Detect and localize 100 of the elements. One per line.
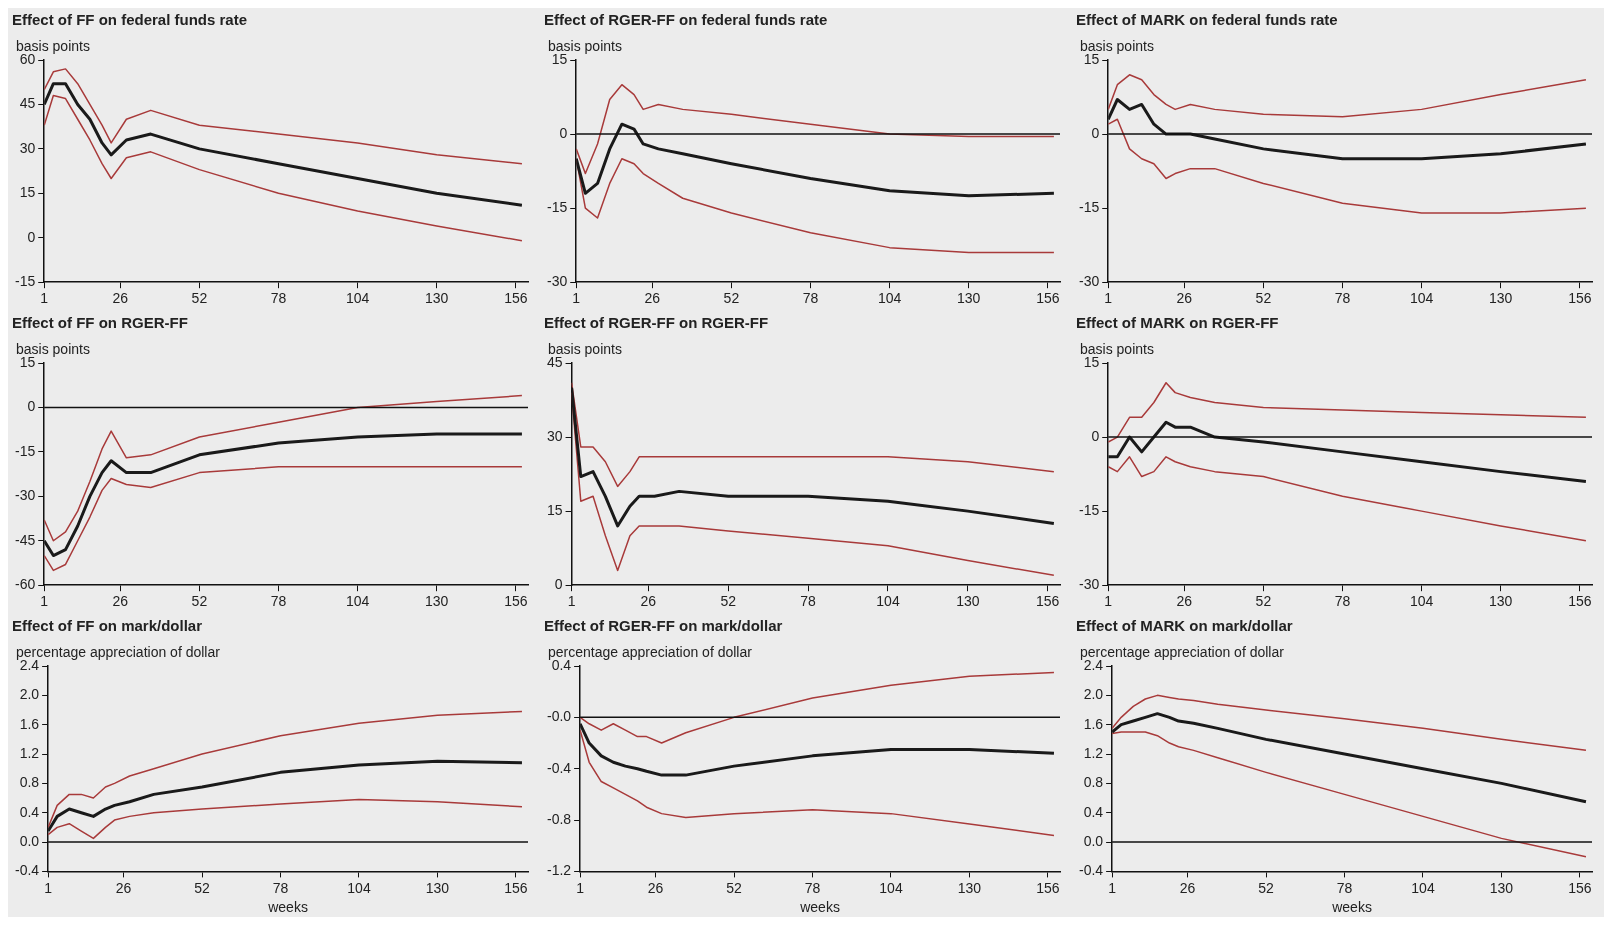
x-axis-title: weeks bbox=[799, 899, 840, 916]
chart-title: Effect of FF on mark/dollar bbox=[12, 617, 203, 635]
x-tick-label: 78 bbox=[272, 879, 289, 896]
x-tick-label: 130 bbox=[1489, 879, 1514, 896]
x-tick-label: 1 bbox=[1104, 593, 1113, 610]
y-tick-label: 0 bbox=[554, 576, 563, 593]
y-tick-label: 15 bbox=[546, 501, 563, 518]
x-tick-label: 104 bbox=[879, 879, 903, 896]
y-tick-label: 1.2 bbox=[19, 744, 40, 761]
x-tick-label: 26 bbox=[1176, 290, 1193, 307]
y-tick-label: 15 bbox=[19, 184, 36, 201]
x-tick-label: 156 bbox=[1568, 290, 1592, 307]
x-axis-title: weeks bbox=[1331, 899, 1372, 916]
x-tick-label: 156 bbox=[504, 290, 528, 307]
y-tick-label: -30 bbox=[547, 273, 568, 290]
chart-title: Effect of MARK on RGER-FF bbox=[1076, 314, 1279, 332]
x-tick-label: 78 bbox=[270, 290, 287, 307]
chart-title: Effect of MARK on federal funds rate bbox=[1076, 11, 1338, 29]
y-tick-label: 2.0 bbox=[19, 686, 40, 703]
y-tick-label: -15 bbox=[1079, 501, 1100, 518]
y-tick-label: 0.4 bbox=[1083, 803, 1104, 820]
x-tick-label: 52 bbox=[1258, 879, 1275, 896]
x-tick-label: 104 bbox=[345, 593, 370, 610]
y-tick-label: 0 bbox=[27, 228, 36, 245]
x-tick-label: 104 bbox=[877, 290, 902, 307]
y-tick-label: 1.6 bbox=[19, 715, 40, 732]
x-tick-label: 78 bbox=[1336, 879, 1353, 896]
x-tick-label: 26 bbox=[640, 593, 657, 610]
x-tick-label: 78 bbox=[270, 593, 287, 610]
x-tick-label: 26 bbox=[1179, 879, 1196, 896]
x-tick-label: 52 bbox=[191, 290, 208, 307]
x-tick-label: 1 bbox=[1104, 290, 1113, 307]
y-tick-label: -0.4 bbox=[1079, 862, 1104, 879]
y-tick-label: 0.8 bbox=[19, 774, 40, 791]
x-tick-label: 1 bbox=[44, 879, 53, 896]
x-tick-label: 52 bbox=[191, 593, 208, 610]
y-tick-label: 0 bbox=[559, 124, 568, 141]
y-tick-label: 1.2 bbox=[1083, 744, 1104, 761]
y-tick-label: -0.4 bbox=[15, 862, 40, 879]
x-tick-label: 26 bbox=[112, 593, 129, 610]
chart-title: Effect of MARK on mark/dollar bbox=[1076, 617, 1293, 635]
x-tick-label: 156 bbox=[1568, 879, 1592, 896]
y-tick-label: 30 bbox=[546, 427, 563, 444]
y-tick-label: -30 bbox=[1079, 273, 1100, 290]
x-tick-label: 26 bbox=[1176, 593, 1193, 610]
x-tick-label: 156 bbox=[1036, 593, 1060, 610]
y-tick-label: -1.2 bbox=[547, 862, 572, 879]
x-tick-label: 130 bbox=[956, 593, 980, 610]
y-tick-label: 2.0 bbox=[1083, 686, 1104, 703]
x-tick-label: 156 bbox=[1036, 290, 1060, 307]
x-tick-label: 78 bbox=[804, 879, 821, 896]
x-tick-label: 78 bbox=[1334, 290, 1351, 307]
x-tick-label: 130 bbox=[425, 879, 450, 896]
x-tick-label: 130 bbox=[1489, 290, 1513, 307]
x-tick-label: 52 bbox=[1255, 290, 1272, 307]
x-tick-label: 78 bbox=[802, 290, 819, 307]
x-tick-label: 156 bbox=[504, 593, 528, 610]
x-tick-label: 1 bbox=[576, 879, 585, 896]
x-tick-label: 1 bbox=[567, 593, 576, 610]
y-tick-label: 1.6 bbox=[1083, 715, 1104, 732]
y-tick-label: -0.4 bbox=[547, 759, 572, 776]
x-tick-label: 78 bbox=[1334, 593, 1351, 610]
x-tick-label: 26 bbox=[112, 290, 129, 307]
x-axis-title: weeks bbox=[267, 899, 308, 916]
x-tick-label: 52 bbox=[723, 290, 740, 307]
x-tick-label: 26 bbox=[115, 879, 132, 896]
x-tick-label: 130 bbox=[957, 879, 982, 896]
y-tick-label: -0.8 bbox=[547, 810, 572, 827]
chart-title: Effect of FF on RGER-FF bbox=[12, 314, 188, 332]
x-tick-label: 52 bbox=[726, 879, 743, 896]
chart-title: Effect of RGER-FF on RGER-FF bbox=[544, 314, 769, 332]
y-tick-label: 30 bbox=[19, 139, 36, 156]
y-tick-label: 45 bbox=[19, 95, 36, 112]
y-tick-label: -15 bbox=[1079, 198, 1100, 215]
x-tick-label: 156 bbox=[1568, 593, 1592, 610]
x-tick-label: 130 bbox=[957, 290, 981, 307]
x-tick-label: 156 bbox=[504, 879, 528, 896]
y-tick-label: -0.0 bbox=[547, 708, 572, 725]
x-tick-label: 130 bbox=[425, 593, 449, 610]
x-tick-label: 52 bbox=[1255, 593, 1272, 610]
y-tick-label: 0 bbox=[1091, 124, 1100, 141]
x-tick-label: 26 bbox=[644, 290, 661, 307]
x-tick-label: 52 bbox=[194, 879, 211, 896]
y-tick-label: -15 bbox=[15, 442, 36, 459]
x-tick-label: 104 bbox=[1409, 290, 1434, 307]
y-tick-label: 0.0 bbox=[1083, 832, 1104, 849]
x-tick-label: 156 bbox=[1036, 879, 1060, 896]
x-tick-label: 130 bbox=[425, 290, 449, 307]
chart-title: Effect of RGER-FF on federal funds rate bbox=[544, 11, 828, 29]
x-tick-label: 104 bbox=[876, 593, 900, 610]
y-tick-label: -60 bbox=[15, 576, 36, 593]
y-tick-label: 0.0 bbox=[19, 832, 40, 849]
x-tick-label: 1 bbox=[40, 593, 49, 610]
y-tick-label: 0.8 bbox=[1083, 774, 1104, 791]
x-tick-label: 104 bbox=[1409, 593, 1434, 610]
chart-title: Effect of RGER-FF on mark/dollar bbox=[544, 617, 783, 635]
y-tick-label: -15 bbox=[15, 273, 36, 290]
x-tick-label: 104 bbox=[347, 879, 371, 896]
y-tick-label: 0 bbox=[1091, 427, 1100, 444]
x-tick-label: 104 bbox=[1411, 879, 1435, 896]
